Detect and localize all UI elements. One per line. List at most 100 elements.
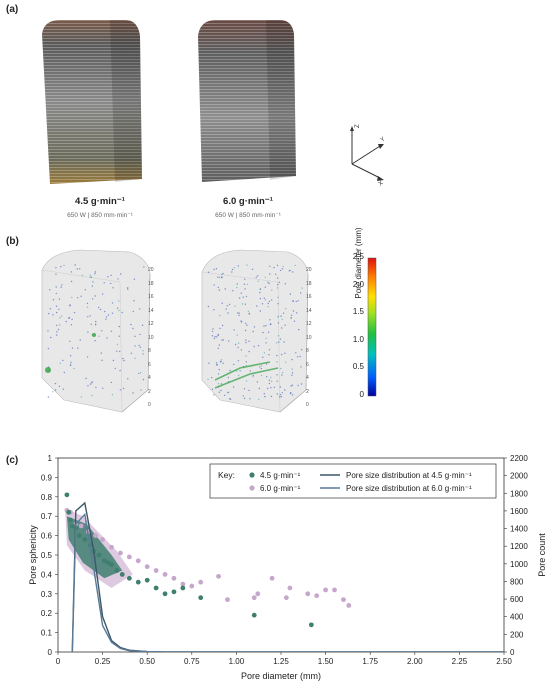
pore-dot	[213, 268, 215, 271]
x-tick-label: 0.25	[95, 657, 111, 666]
height-tick-label: 12	[148, 321, 154, 327]
pore-dot	[284, 352, 286, 354]
pore-dot	[244, 329, 247, 332]
point-60	[216, 573, 221, 579]
y2-tick-label: 800	[510, 577, 524, 586]
point-45	[68, 517, 73, 523]
pore-dot	[264, 276, 267, 279]
pore-dot	[86, 356, 89, 358]
pore-dot	[92, 281, 94, 283]
pore-dot	[222, 362, 224, 364]
point-60	[162, 572, 168, 577]
pore-dot	[228, 303, 231, 306]
pore-dot	[226, 305, 228, 307]
pore-dot	[291, 368, 293, 370]
y2-tick-label: 2000	[510, 472, 528, 481]
pore-dot	[217, 383, 219, 385]
pore-dot	[55, 267, 57, 269]
distribution-line-45	[71, 501, 504, 652]
pore-dot	[57, 328, 60, 331]
pore-dot	[241, 321, 243, 323]
pore-dot	[116, 307, 119, 309]
pore-dot	[79, 339, 81, 341]
pore-dot	[232, 386, 235, 388]
pore-dot	[71, 318, 73, 320]
pore-dot	[244, 278, 246, 280]
pore-dot	[222, 272, 224, 275]
y2-tick-label: 1600	[510, 507, 528, 516]
point-45	[105, 560, 111, 566]
x-tick-label: 0	[56, 657, 61, 666]
pore-dot	[277, 296, 279, 298]
pore-dot	[217, 333, 220, 336]
pore-dot	[227, 312, 229, 314]
pore-dot	[237, 312, 239, 314]
y-tick-label: 0.8	[41, 493, 53, 502]
pore-dot	[295, 352, 297, 354]
pore-dot	[270, 380, 273, 383]
pore-dot	[215, 268, 218, 270]
colorbar-tick-label: 0.5	[352, 362, 364, 372]
colorbar	[367, 257, 377, 397]
pore-dot	[116, 350, 118, 352]
pore-dot	[268, 349, 271, 351]
pore-dot	[276, 374, 278, 376]
pore-dot	[140, 372, 142, 374]
pore-dot	[105, 316, 108, 318]
point-45	[153, 585, 159, 591]
pore-dot	[207, 271, 210, 273]
legend-entry: Pore size distribution at 6.0 g·min⁻¹	[346, 484, 472, 493]
pore-dot	[140, 389, 142, 391]
height-tick-label: 4	[148, 375, 151, 381]
y2-axis-label: Pore count	[537, 533, 547, 577]
point-45	[69, 523, 75, 529]
pore-dot	[297, 300, 299, 302]
point-60	[323, 587, 328, 593]
pore-dot	[231, 268, 234, 271]
pore-dot	[47, 330, 49, 332]
pore-dot	[300, 366, 302, 368]
pore-dot	[91, 394, 93, 397]
height-tick-label: 4	[306, 375, 309, 381]
pore-dot	[58, 308, 60, 310]
pore-dot	[227, 376, 230, 379]
pore-dot	[56, 334, 58, 336]
pore-dot	[265, 337, 267, 340]
pore-dot	[241, 303, 244, 305]
sphericity-chart: 0 0.25 0.50 0.75 1.00 1.25 1.50 1.75 2.00 2.25 2.5…	[28, 454, 547, 681]
pore-dot	[263, 297, 265, 299]
pore-dot	[257, 280, 259, 282]
pore-dot	[265, 324, 267, 327]
pore-dot	[258, 387, 260, 390]
y2-tick-label: 1200	[510, 542, 528, 551]
pore-dot	[247, 310, 250, 312]
pore-dot	[116, 343, 119, 346]
point-60	[180, 581, 186, 587]
axis-y-label: Y	[380, 136, 387, 143]
pore-dot	[240, 292, 242, 294]
pore-dot	[279, 338, 282, 340]
pore-dot	[208, 362, 210, 364]
pore-dot	[276, 264, 279, 267]
y-tick-label: 0.5	[41, 551, 53, 560]
panel-a-label: (a)	[6, 4, 19, 15]
pore-dot	[76, 268, 78, 270]
pore-dot	[263, 325, 265, 327]
height-tick-label: 0	[306, 402, 309, 408]
pore-dot	[105, 318, 107, 320]
pore-dot	[290, 385, 292, 387]
pore-dot	[69, 364, 72, 366]
pore-dot	[251, 268, 254, 271]
pore-dot	[217, 347, 219, 349]
pore-dot	[274, 273, 277, 275]
y-tick-label: 0.2	[41, 609, 53, 618]
pore-dot	[267, 331, 270, 333]
pore-dot	[238, 374, 240, 377]
pore-dot	[213, 394, 215, 396]
pore-dot	[73, 367, 75, 370]
pore-dot	[245, 355, 247, 357]
pore-dot	[218, 276, 220, 278]
pore-dot	[54, 382, 57, 385]
pore-dot	[264, 286, 266, 288]
pore-dot	[50, 336, 52, 339]
